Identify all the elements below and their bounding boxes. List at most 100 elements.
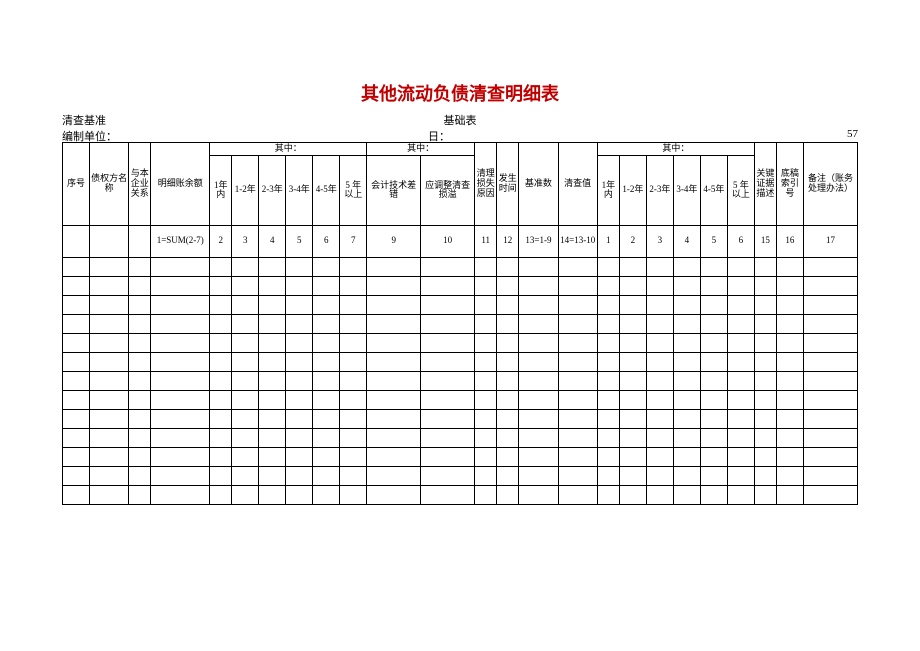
table-cell [597,447,619,466]
table-cell [421,485,475,504]
table-cell [597,276,619,295]
table-cell [776,447,803,466]
table-cell [286,428,313,447]
table-row [63,390,858,409]
table-cell [259,371,286,390]
table-cell [727,314,754,333]
table-cell [63,466,90,485]
table-cell [646,428,673,447]
table-cell [340,352,367,371]
table-cell [89,333,128,352]
table-cell [803,466,857,485]
table-cell [558,257,597,276]
table-cell [597,466,619,485]
table-cell [475,466,497,485]
table-cell [673,333,700,352]
hdr-ya34: 3-4年 [673,155,700,225]
table-cell [754,485,776,504]
table-cell [619,333,646,352]
hdr-y23: 2-3年 [259,155,286,225]
table-cell [367,333,421,352]
hdr-key-desc: 关键证据描述 [754,143,776,226]
table-row [63,314,858,333]
table-cell [619,352,646,371]
table-cell [597,390,619,409]
table-cell [367,447,421,466]
table-cell [776,371,803,390]
table-cell [313,314,340,333]
table-cell [259,409,286,428]
table-cell [367,295,421,314]
table-cell [475,276,497,295]
num-c21: 16 [776,225,803,257]
subtitle-row: 清查基准 基础表 [40,112,880,126]
table-cell [673,447,700,466]
num-c4: 4 [259,225,286,257]
table-cell [63,371,90,390]
table-cell [151,276,210,295]
table-row [63,428,858,447]
table-cell [421,409,475,428]
table-cell [63,428,90,447]
table-cell [497,314,519,333]
hdr-ya1: 1年内 [597,155,619,225]
table-cell [803,257,857,276]
table-cell [259,295,286,314]
table-cell [646,390,673,409]
table-cell [727,333,754,352]
table-cell [700,428,727,447]
table-cell [803,352,857,371]
table-cell [259,257,286,276]
table-cell [803,390,857,409]
table-cell [210,466,232,485]
table-cell [727,485,754,504]
table-cell [340,295,367,314]
table-cell [475,390,497,409]
table-cell [597,295,619,314]
table-cell [754,428,776,447]
table-cell [286,390,313,409]
table-cell [700,447,727,466]
table-cell [497,257,519,276]
table-cell [519,295,558,314]
table-cell [558,390,597,409]
table-cell [210,409,232,428]
table-cell [727,257,754,276]
table-cell [340,314,367,333]
table-cell [259,466,286,485]
hdr-ya12: 1-2年 [619,155,646,225]
num-c10: 11 [475,225,497,257]
table-cell [803,314,857,333]
sub-center: 基础表 [444,112,477,128]
table-cell [754,333,776,352]
table-cell [367,409,421,428]
table-cell [597,409,619,428]
table-cell [475,447,497,466]
table-cell [519,276,558,295]
table-cell [210,295,232,314]
hdr-chk-val: 清查值 [558,143,597,226]
table-cell [313,333,340,352]
table-cell [151,314,210,333]
table-cell [151,428,210,447]
table-cell [421,390,475,409]
table-cell [558,428,597,447]
table-cell [421,314,475,333]
table-cell [367,314,421,333]
table-cell [340,333,367,352]
table-cell [597,333,619,352]
table-cell [129,257,151,276]
table-cell [340,371,367,390]
table-cell [63,257,90,276]
table-cell [259,276,286,295]
num-c16: 3 [646,225,673,257]
table-row [63,466,858,485]
table-cell [340,466,367,485]
table-cell [519,466,558,485]
table-cell [89,276,128,295]
table-cell [519,485,558,504]
table-cell [129,295,151,314]
num-c3: 3 [232,225,259,257]
table-cell [313,257,340,276]
table-cell [646,314,673,333]
